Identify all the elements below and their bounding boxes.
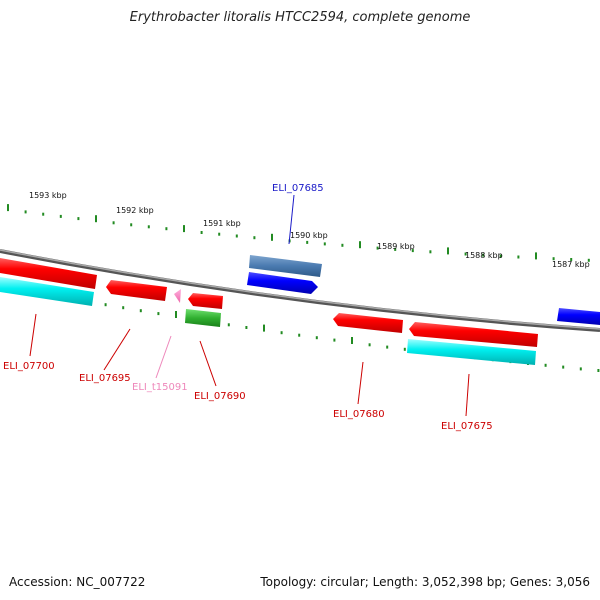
gene-ELI_07690-cds[interactable] xyxy=(188,293,223,309)
ruler-label-1590: 1590 kbp xyxy=(290,231,328,240)
upper-ruler-tick xyxy=(130,223,133,227)
upper-ruler-tick xyxy=(464,252,467,256)
lower-ruler-tick xyxy=(157,312,160,316)
upper-ruler-tick xyxy=(535,252,537,260)
lower-ruler-tick xyxy=(562,365,565,369)
upper-ruler-tick xyxy=(482,253,485,257)
ruler-label-1591: 1591 kbp xyxy=(203,219,241,228)
gene-label-ELI_07695[interactable]: ELI_07695 xyxy=(79,373,131,384)
lower-ruler-tick xyxy=(351,337,353,344)
upper-ruler-tick xyxy=(341,243,344,247)
gene-ELI_07695-cds[interactable] xyxy=(106,280,167,301)
gene-ELI_07700-rna[interactable] xyxy=(0,277,94,306)
lower-ruler-tick xyxy=(579,367,582,371)
upper-ruler-tick xyxy=(253,236,256,240)
upper-ruler-tick xyxy=(447,247,449,255)
gene-label-ELI_07685[interactable]: ELI_07685 xyxy=(272,183,324,194)
leader-ELI_07685 xyxy=(288,194,295,245)
lower-ruler-tick xyxy=(104,303,107,307)
upper-ruler-tick xyxy=(59,214,62,218)
upper-ruler-tick xyxy=(95,215,97,223)
gene-ELI_07685-rna[interactable] xyxy=(249,255,322,277)
lower-ruler-tick xyxy=(403,347,406,351)
leader-ELI_07695 xyxy=(103,328,131,371)
upper-ruler-tick xyxy=(359,241,361,249)
lower-ruler-tick xyxy=(280,331,283,335)
lower-ruler-tick xyxy=(298,333,301,337)
gene-label-ELI_t15091[interactable]: ELI_t15091 xyxy=(132,382,188,393)
lower-ruler-tick xyxy=(263,324,265,332)
upper-ruler-tick xyxy=(499,254,502,258)
genome-backbone xyxy=(0,249,600,332)
upper-ruler-tick xyxy=(587,258,590,262)
upper-ruler-tick xyxy=(376,246,379,250)
lower-ruler-tick xyxy=(333,338,336,342)
ruler-label-1587: 1587 kbp xyxy=(552,260,590,269)
upper-ruler-tick xyxy=(218,232,221,236)
upper-ruler-tick xyxy=(77,217,80,221)
lower-ruler-tick xyxy=(386,345,389,349)
gene-label-ELI_07680[interactable]: ELI_07680 xyxy=(333,409,385,420)
ruler-label-1588: 1588 kbp xyxy=(465,251,503,260)
map-title: Erythrobacter litoralis HTCC2594, comple… xyxy=(129,10,471,25)
gene-label-ELI_07700[interactable]: ELI_07700 xyxy=(3,361,55,372)
upper-ruler-tick xyxy=(147,225,150,229)
upper-ruler-tick xyxy=(394,247,397,251)
gene-ELI_07700-cds[interactable] xyxy=(0,258,97,289)
upper-ruler-tick xyxy=(200,231,203,234)
gene-ELI_07680-cds[interactable] xyxy=(333,313,403,333)
upper-ruler-tick xyxy=(112,221,115,225)
leader-ELI_07700 xyxy=(29,313,37,357)
upper-ruler-tick xyxy=(271,233,273,241)
upper-ruler-tick xyxy=(411,249,414,253)
lower-ruler-tick xyxy=(122,306,125,310)
upper-ruler-track xyxy=(7,204,590,262)
lower-ruler-tick xyxy=(227,323,230,327)
gene-label-ELI_07675[interactable]: ELI_07675 xyxy=(441,421,493,432)
lower-ruler-tick xyxy=(139,309,142,313)
lower-ruler-tick xyxy=(544,363,547,367)
gene-ELI_07690-skew[interactable] xyxy=(185,309,221,327)
gene-ELI_t15091-trna[interactable] xyxy=(174,289,181,303)
upper-ruler-tick xyxy=(517,255,520,259)
ruler-label-1589: 1589 kbp xyxy=(377,242,415,251)
upper-ruler-tick xyxy=(323,242,326,246)
upper-ruler-tick xyxy=(552,257,555,261)
accession-text: Accession: NC_007722 xyxy=(9,575,146,589)
leader-ELI_t15091 xyxy=(155,335,172,379)
lower-ruler-tick xyxy=(315,336,318,340)
leader-ELI_07680 xyxy=(357,361,364,405)
upper-ruler-tick xyxy=(183,225,185,233)
gene-label-ELI_07690[interactable]: ELI_07690 xyxy=(194,391,246,402)
upper-ruler-tick xyxy=(429,250,432,254)
lower-ruler-tick xyxy=(245,326,248,329)
gene-ELI_07675-rna[interactable] xyxy=(407,339,536,365)
upper-ruler-tick xyxy=(235,234,238,238)
upper-ruler-tick xyxy=(7,204,9,212)
lower-ruler-tick xyxy=(368,343,371,347)
leader-ELI_07675 xyxy=(465,373,470,417)
upper-ruler-tick xyxy=(570,258,573,261)
upper-ruler-tick xyxy=(165,227,168,231)
upper-ruler-tick xyxy=(24,210,27,214)
lower-ruler-tick xyxy=(175,311,177,318)
lower-ruler-tick xyxy=(597,369,600,372)
topology-summary: Topology: circular; Length: 3,052,398 bp… xyxy=(260,575,590,589)
genome-backbone-highlight xyxy=(0,249,600,330)
gene-forward-right-cds[interactable] xyxy=(557,308,600,325)
upper-ruler-tick xyxy=(306,240,309,244)
leader-ELI_07690 xyxy=(199,340,217,387)
gene-ELI_07675-cds[interactable] xyxy=(409,322,538,347)
gene-ELI_07685-cds[interactable] xyxy=(247,272,318,294)
ruler-label-1592: 1592 kbp xyxy=(116,206,154,215)
ruler-label-1593: 1593 kbp xyxy=(29,191,67,200)
upper-ruler-tick xyxy=(42,212,45,216)
